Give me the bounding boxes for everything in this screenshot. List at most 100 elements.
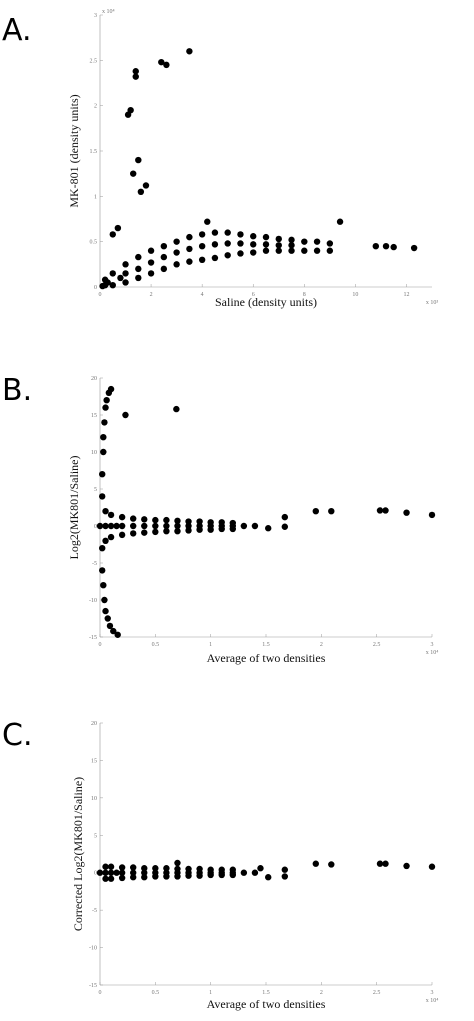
y-axis-label: Log2(MK801/Saline): [67, 456, 81, 560]
point: [185, 527, 192, 534]
point: [262, 247, 270, 254]
point: [326, 247, 334, 254]
y-tick-label: 2: [94, 104, 97, 110]
point: [114, 631, 121, 638]
point: [113, 869, 120, 876]
point: [107, 869, 115, 876]
x-tick-label: 6: [252, 292, 255, 298]
point: [107, 875, 115, 882]
point: [382, 507, 389, 514]
point: [207, 519, 214, 526]
point: [250, 241, 257, 248]
y-tick-label: 2.5: [90, 58, 98, 64]
point: [101, 419, 108, 426]
point: [114, 224, 122, 232]
point: [99, 545, 106, 552]
point: [265, 525, 272, 532]
point: [152, 522, 159, 530]
point: [328, 861, 335, 868]
point: [99, 493, 106, 500]
point: [376, 507, 384, 514]
point: [257, 865, 264, 872]
point: [147, 247, 155, 254]
x-tick-label: 1: [209, 990, 212, 996]
point: [141, 869, 148, 876]
point: [218, 871, 225, 879]
point: [118, 531, 126, 539]
point: [229, 525, 236, 533]
point: [130, 874, 137, 881]
point: [403, 862, 410, 870]
point: [141, 529, 148, 536]
y-tick-label: -15: [89, 983, 97, 989]
y-exponent: x 10⁴: [102, 9, 115, 15]
point: [196, 518, 203, 525]
point: [163, 516, 170, 524]
x-tick-label: 1.5: [262, 642, 270, 648]
point: [104, 615, 111, 622]
point: [224, 252, 231, 259]
point: [336, 218, 344, 225]
point: [275, 247, 282, 254]
point: [118, 864, 126, 871]
point: [186, 233, 193, 241]
point: [207, 866, 214, 873]
x-tick-label: 1.5: [262, 990, 270, 996]
point: [218, 525, 225, 533]
point: [372, 243, 380, 250]
point: [229, 866, 236, 873]
x-exponent: x 10⁴: [426, 998, 439, 1004]
point: [174, 517, 181, 525]
y-axis-label: Corrected Log2(MK801/Saline): [71, 777, 85, 931]
point: [102, 875, 109, 882]
point: [312, 508, 319, 515]
x-tick-label: 2: [320, 642, 323, 648]
point: [109, 281, 116, 289]
panel-label: C.: [2, 718, 32, 753]
point: [313, 247, 321, 254]
point: [240, 869, 248, 876]
point: [250, 249, 257, 256]
point: [281, 523, 289, 530]
point: [174, 527, 181, 535]
point: [250, 233, 257, 240]
point: [265, 874, 272, 881]
point: [186, 48, 193, 55]
point: [198, 243, 206, 250]
point: [382, 860, 389, 867]
point: [163, 527, 170, 535]
x-tick-label: 2: [150, 292, 153, 298]
point: [173, 261, 180, 268]
point: [130, 869, 137, 876]
point: [160, 243, 168, 250]
point: [142, 182, 150, 189]
point: [288, 242, 295, 249]
point: [240, 522, 248, 530]
y-axis-label: MK-801 (density units): [67, 94, 81, 207]
point: [163, 522, 170, 530]
y-tick-label: 10: [91, 796, 97, 802]
point: [152, 873, 159, 880]
point: [102, 869, 109, 876]
point: [109, 231, 116, 238]
y-tick-label: -5: [92, 908, 97, 914]
point: [328, 508, 335, 515]
x-tick-label: 8: [303, 292, 306, 298]
y-tick-label: 10: [91, 450, 97, 456]
point: [218, 519, 225, 526]
x-tick-label: 3: [431, 642, 434, 648]
point: [122, 279, 129, 286]
point: [428, 511, 436, 519]
point: [118, 513, 126, 521]
y-tick-label: 1.5: [90, 149, 98, 155]
point: [135, 274, 142, 282]
y-tick-label: 5: [94, 487, 97, 493]
point: [403, 509, 410, 516]
point: [118, 869, 126, 876]
point: [313, 238, 321, 245]
point: [113, 522, 120, 530]
point: [251, 869, 259, 876]
point: [147, 259, 155, 266]
point: [163, 865, 170, 872]
y-tick-label: 0: [94, 524, 97, 530]
